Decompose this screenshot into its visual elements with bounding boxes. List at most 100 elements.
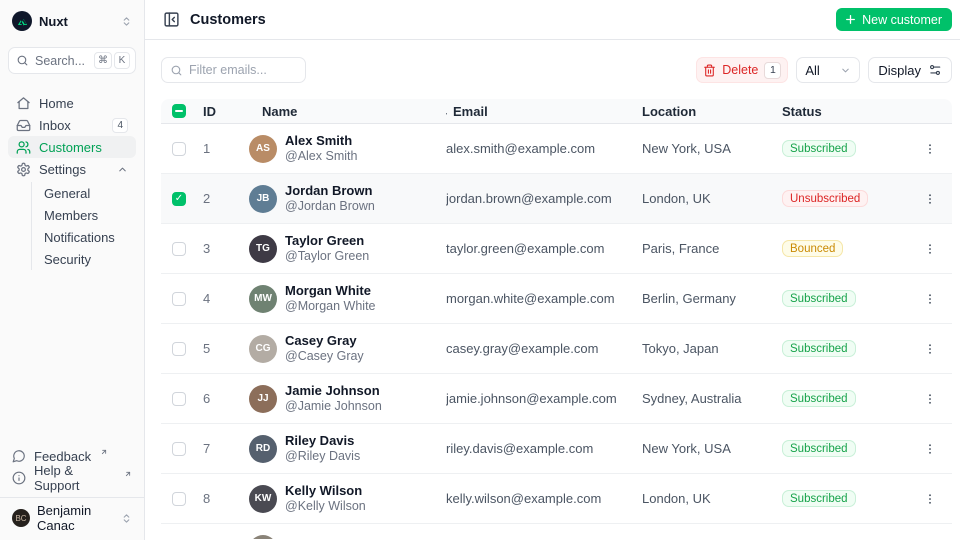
column-header-email-label: Email <box>453 103 488 119</box>
avatar: JB <box>249 184 277 213</box>
chevron-up-icon <box>117 164 128 175</box>
table-toolbar: Delete 1 All Display <box>145 40 960 99</box>
status-badge: Subscribed <box>782 490 856 508</box>
customer-name: Kelly Wilson <box>285 482 363 498</box>
avatar <box>249 535 277 539</box>
sidebar-item-settings[interactable]: Settings <box>8 158 136 180</box>
inbox-icon <box>16 118 31 133</box>
customer-location: Tokyo, Japan <box>642 341 719 356</box>
help-support-link[interactable]: Help & Support <box>8 463 136 493</box>
customer-email: morgan.white@example.com <box>446 291 615 306</box>
table-row[interactable]: 3 TG Taylor Green @Taylor Green taylor.g… <box>161 224 952 274</box>
feedback-link[interactable]: Feedback <box>8 445 136 467</box>
sidebar-item-notifications[interactable]: Notifications <box>44 229 115 245</box>
row-checkbox[interactable] <box>172 341 186 356</box>
sidebar-item-security[interactable]: Security <box>44 251 91 267</box>
customer-id: 1 <box>203 141 211 156</box>
avatar: KW <box>249 484 277 513</box>
table-row[interactable]: 5 CG Casey Gray @Casey Gray casey.gray@e… <box>161 324 952 374</box>
customer-handle: @Riley Davis <box>285 448 361 463</box>
customer-email: alex.smith@example.com <box>446 141 596 156</box>
search-input[interactable]: Search... ⌘ K <box>8 47 136 74</box>
avatar: RD <box>249 434 277 463</box>
avatar: CG <box>249 334 277 363</box>
external-link-icon <box>100 448 108 456</box>
customer-email: taylor.green@example.com <box>446 241 605 256</box>
customer-name: Jordan Brown <box>285 182 373 198</box>
row-actions-button[interactable] <box>919 138 941 160</box>
sidebar-nav: Home Inbox 4 Customers Settings Genera <box>8 92 136 270</box>
customer-location: London, UK <box>642 491 711 506</box>
row-actions-button[interactable] <box>919 238 941 260</box>
customer-email: riley.davis@example.com <box>446 441 594 456</box>
select-all-checkbox[interactable] <box>172 104 186 118</box>
display-button[interactable]: Display <box>868 57 952 83</box>
customer-id: 5 <box>203 341 211 356</box>
status-filter-select[interactable]: All <box>796 57 861 83</box>
column-header-status: Status <box>782 103 822 119</box>
row-checkbox[interactable] <box>172 291 186 306</box>
row-actions-button[interactable] <box>919 188 941 210</box>
user-menu[interactable]: BC Benjamin Canac <box>8 503 136 533</box>
customer-id: 4 <box>203 291 211 306</box>
row-checkbox[interactable] <box>172 141 186 156</box>
sidebar-item-home[interactable]: Home <box>8 92 136 114</box>
row-actions-button[interactable] <box>919 288 941 310</box>
customer-name: Taylor Green <box>285 232 365 248</box>
page-title: Customers <box>190 11 266 28</box>
inbox-count-badge: 4 <box>112 117 128 133</box>
sidebar-item-customers[interactable]: Customers <box>8 136 136 158</box>
row-checkbox[interactable] <box>172 191 186 206</box>
filter-emails-input[interactable] <box>189 63 297 77</box>
customer-id: 6 <box>203 391 211 406</box>
customer-name: Casey Gray <box>285 332 357 348</box>
sidebar-item-members[interactable]: Members <box>44 207 99 223</box>
table-row[interactable]: 6 JJ Jamie Johnson @Jamie Johnson jamie.… <box>161 374 952 424</box>
customer-id: 7 <box>203 441 211 456</box>
search-icon <box>16 54 29 67</box>
customer-location: Paris, France <box>642 241 720 256</box>
row-actions-button[interactable] <box>919 388 941 410</box>
customer-handle: @Morgan White <box>285 298 376 313</box>
sidebar-item-label: Inbox <box>39 117 71 133</box>
customer-id: 3 <box>203 241 211 256</box>
sidebar-item-label: Home <box>39 95 74 111</box>
customer-location: Berlin, Germany <box>642 291 736 306</box>
nuxt-logo <box>12 11 32 31</box>
new-customer-label: New customer <box>862 12 942 27</box>
row-checkbox[interactable] <box>172 441 186 456</box>
new-customer-button[interactable]: New customer <box>836 8 952 31</box>
delete-count-badge: 1 <box>764 61 782 79</box>
sidebar-item-inbox[interactable]: Inbox 4 <box>8 114 136 136</box>
workspace-switcher[interactable]: Nuxt <box>8 10 136 32</box>
sort-arrows-icon <box>446 105 448 118</box>
column-header-email[interactable]: Email <box>446 104 642 119</box>
panel-collapse-icon[interactable] <box>161 9 182 30</box>
customer-name: Alex Smith <box>285 132 353 148</box>
table-row[interactable]: 8 KW Kelly Wilson @Kelly Wilson kelly.wi… <box>161 474 952 524</box>
table-row[interactable]: 1 AS Alex Smith @Alex Smith alex.smith@e… <box>161 124 952 174</box>
row-actions-button[interactable] <box>919 438 941 460</box>
row-actions-button[interactable] <box>919 338 941 360</box>
search-placeholder: Search... <box>35 53 86 68</box>
customer-handle: @Taylor Green <box>285 248 370 263</box>
filter-emails-field[interactable] <box>161 57 306 83</box>
customer-handle: @Alex Smith <box>285 148 358 163</box>
sidebar-footer: Feedback Help & Support BC Benjamin Cana… <box>0 445 144 533</box>
status-badge: Subscribed <box>782 290 856 308</box>
customer-location: London, UK <box>642 191 711 206</box>
customer-name: Jamie Johnson <box>285 382 380 398</box>
workspace-name: Nuxt <box>39 13 68 29</box>
customer-location: New York, USA <box>642 441 731 456</box>
row-checkbox[interactable] <box>172 391 186 406</box>
delete-label: Delete <box>722 63 759 77</box>
sidebar: Nuxt Search... ⌘ K Home Inbox 4 <box>0 0 145 540</box>
row-checkbox[interactable] <box>172 241 186 256</box>
table-row[interactable]: 7 RD Riley Davis @Riley Davis riley.davi… <box>161 424 952 474</box>
delete-button[interactable]: Delete 1 <box>696 57 789 83</box>
row-actions-button[interactable] <box>919 488 941 510</box>
table-row[interactable]: 4 MW Morgan White @Morgan White morgan.w… <box>161 274 952 324</box>
table-row[interactable]: 2 JB Jordan Brown @Jordan Brown jordan.b… <box>161 174 952 224</box>
sidebar-item-general[interactable]: General <box>44 185 91 201</box>
row-checkbox[interactable] <box>172 491 186 506</box>
